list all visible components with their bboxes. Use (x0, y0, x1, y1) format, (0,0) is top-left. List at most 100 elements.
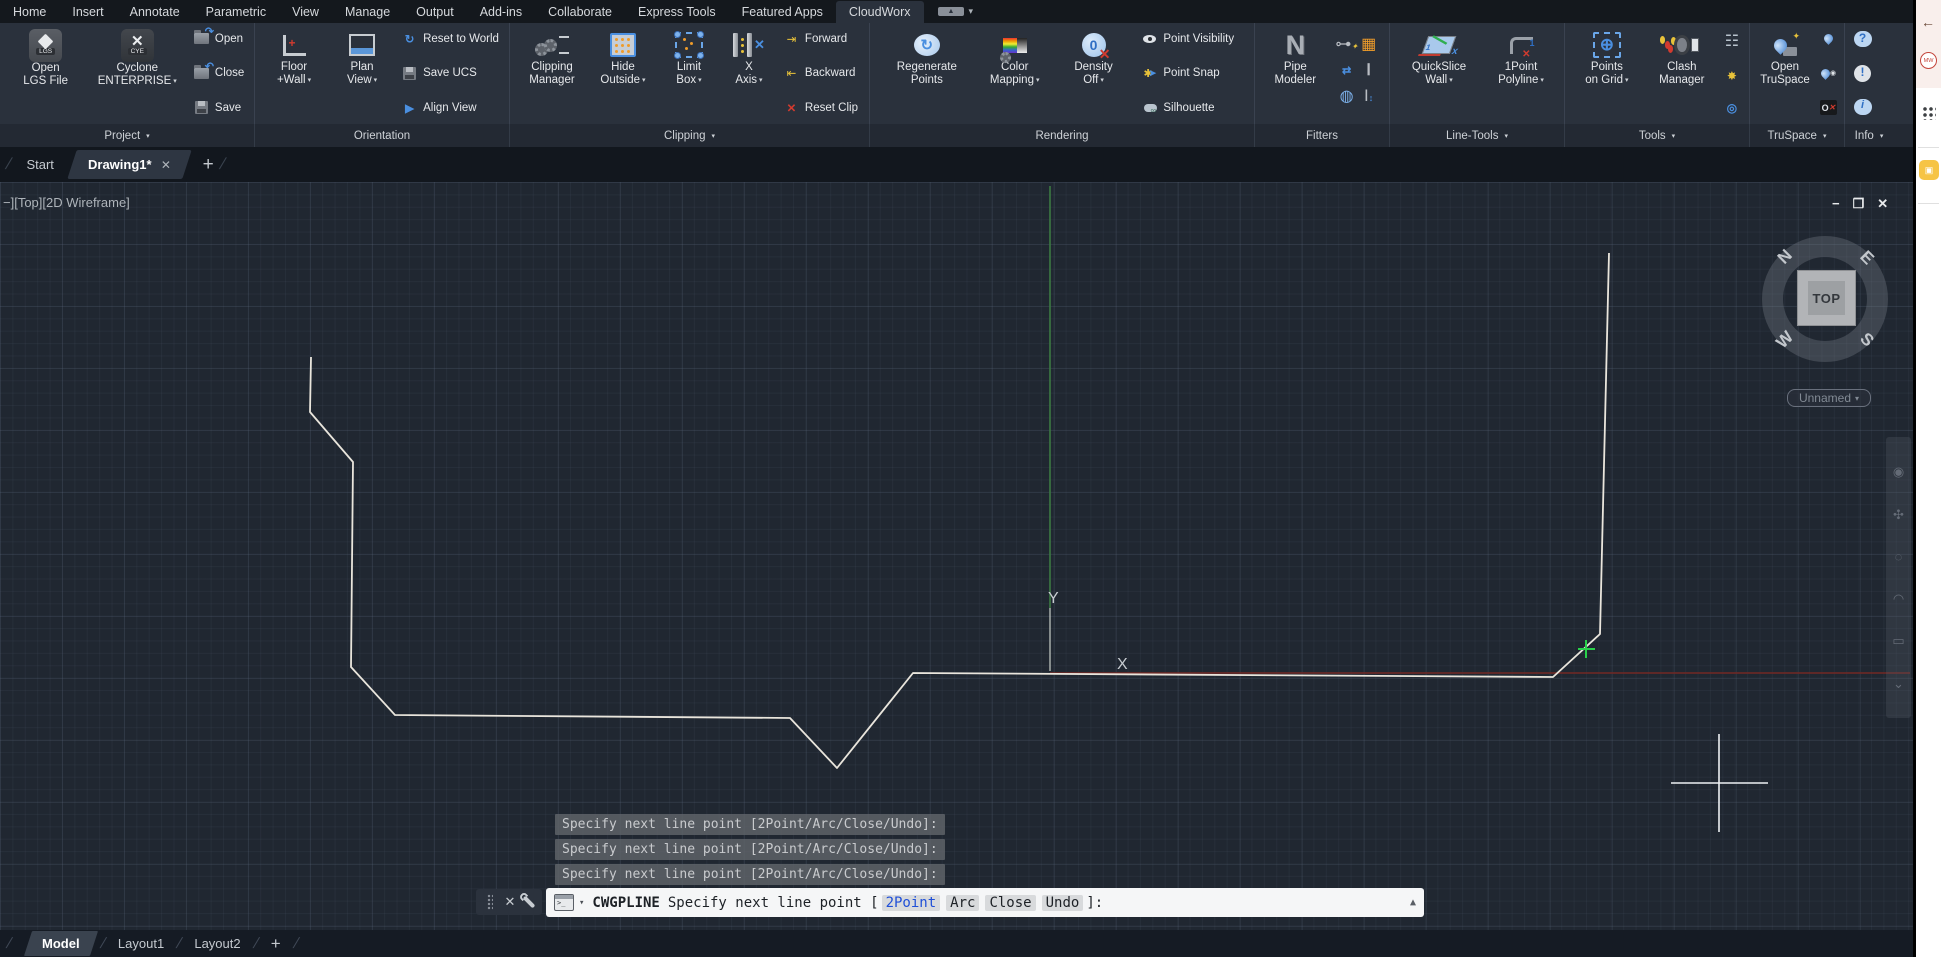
points-on-grid-button[interactable]: ⊕ Points on Grid ▾ (1575, 27, 1639, 87)
info-icon[interactable]: i (1853, 99, 1872, 115)
alert-icon[interactable]: ! (1854, 64, 1871, 82)
color-mapping-button[interactable]: Color Mapping ▾ (984, 27, 1046, 87)
drawing-viewport[interactable]: Y X −][Top][2D Wireframe] − ❐ ✕ N E W S … (0, 182, 1913, 930)
option-arc[interactable]: Arc (946, 894, 980, 911)
help-icon[interactable]: ? (1853, 31, 1872, 47)
menu-collaborate[interactable]: Collaborate (548, 4, 613, 19)
menu-view[interactable]: View (292, 4, 319, 19)
reset-to-world-button[interactable]: ↻ Reset to World (401, 31, 499, 46)
limit-box-button[interactable]: Limit Box ▾ (663, 27, 715, 87)
floor-wall-button[interactable]: + Floor +Wall ▾ (265, 27, 323, 87)
menu-cloudworx[interactable]: CloudWorx (835, 0, 924, 23)
truspace-off-icon[interactable]: O ✕ (1820, 100, 1837, 115)
target-eye-icon[interactable]: ◎ (1726, 101, 1738, 115)
apps-grid-icon[interactable] (1922, 106, 1936, 120)
cyclone-enterprise-button[interactable]: ✕ CYE Cyclone ENTERPRISE ▾ (91, 27, 183, 88)
silhouette-button[interactable]: ∞ Silhouette (1141, 100, 1234, 115)
new-layout-button[interactable]: + (270, 933, 281, 953)
menu-parametric[interactable]: Parametric (205, 4, 267, 19)
align-view-button[interactable]: ▶ Align View (401, 100, 499, 115)
point-snap-button[interactable]: ✱ ➤ Point Snap (1141, 66, 1234, 81)
tab-drawing1[interactable]: Drawing1* ✕ (67, 150, 192, 179)
viewcube[interactable]: N E W S TOP (1762, 236, 1888, 362)
traced-polyline[interactable] (309, 252, 1610, 769)
panel-label-clipping[interactable]: Clipping ▾ (510, 124, 870, 147)
regenerate-points-button[interactable]: ↻ Regenerate Points (890, 27, 964, 87)
one-point-polyline-button[interactable]: 1 ✕ 1Point Polyline ▾ (1488, 27, 1554, 87)
viewport-controls-label[interactable]: −][Top][2D Wireframe] (3, 195, 130, 210)
quickslice-wall-button[interactable]: 1 x QuickSlice Wall ▾ (1400, 27, 1478, 87)
close-icon[interactable]: ✕ (1877, 196, 1889, 211)
back-arrow-icon[interactable]: ← (1921, 14, 1935, 30)
menu-output[interactable]: Output (416, 4, 454, 19)
reset-clip-button[interactable]: ✕ Reset Clip (783, 100, 858, 115)
pin-eye-icon[interactable]: ◉ (1819, 66, 1837, 81)
plan-view-button[interactable]: Plan View ▾ (333, 27, 391, 87)
orbit-icon[interactable]: ◠ (1892, 591, 1905, 607)
valve-icon[interactable]: ⇄ (1342, 64, 1352, 77)
scene-table-icon[interactable]: ☷ (1724, 33, 1740, 50)
point-visibility-button[interactable]: Point Visibility (1141, 31, 1234, 46)
i-beam-icon[interactable]: Ⅰ (1366, 62, 1372, 79)
beam-height-icon[interactable]: Ⅰ↕ (1364, 88, 1374, 105)
pipe-modeler-button[interactable]: N Pipe Modeler (1274, 30, 1317, 87)
viewcube-top-face[interactable]: TOP (1797, 270, 1856, 326)
open-lgs-file-button[interactable]: LGS Open LGS File (10, 27, 82, 88)
tab-model[interactable]: Model (24, 931, 98, 956)
customize-wrench-icon[interactable] (522, 895, 536, 909)
avatar[interactable]: MW (1920, 52, 1937, 69)
menu-addins[interactable]: Add-ins (479, 4, 523, 19)
tab-start[interactable]: Start (26, 157, 54, 172)
option-close[interactable]: Close (985, 894, 1036, 911)
expand-history-icon[interactable]: ▲ (1409, 897, 1416, 908)
clip-forward-button[interactable]: ⇥ Forward (783, 31, 858, 46)
panel-label-truspace[interactable]: TruSpace ▾ (1750, 124, 1845, 147)
panel-label-line-tools[interactable]: Line-Tools ▾ (1390, 124, 1565, 147)
flange-icon[interactable]: ◍ (1339, 88, 1354, 105)
pin-path-icon[interactable] (1820, 31, 1837, 46)
x-axis-clip-button[interactable]: ✕ X Axis ▾ (726, 27, 772, 87)
menu-express-tools[interactable]: Express Tools (638, 4, 716, 19)
new-drawing-button[interactable]: + (202, 153, 214, 175)
zoom-icon[interactable]: ◌ (1894, 548, 1903, 564)
clipping-manager-button[interactable]: Clipping Manager (521, 27, 583, 87)
fullnavwheel-icon[interactable]: ◉ (1892, 464, 1905, 480)
named-view-dropdown[interactable]: Unnamed ▾ (1787, 389, 1871, 407)
clash-manager-button[interactable]: Clash Manager (1649, 27, 1715, 87)
navigation-bar[interactable]: ◉ ✣ ◌ ◠ ▭ ⌄ (1886, 437, 1911, 718)
minimize-icon[interactable]: − (1832, 196, 1840, 211)
navbar-more-icon[interactable]: ⌄ (1893, 675, 1904, 691)
menu-insert[interactable]: Insert (72, 4, 104, 19)
pipe-nozzle-icon[interactable]: ⊶✦ (1335, 36, 1359, 53)
gallery-app-icon[interactable]: ▣ (1919, 160, 1939, 180)
option-undo[interactable]: Undo (1041, 894, 1084, 911)
ribbon-collapse-button[interactable]: ▲ ▾ (937, 6, 973, 17)
command-input-bar[interactable]: ▾ CWGPLINE Specify next line point [ 2Po… (546, 888, 1424, 917)
recent-commands-icon[interactable]: ▾ (579, 897, 585, 908)
tab-layout2[interactable]: Layout2 (194, 936, 241, 951)
pan-hand-icon[interactable]: ✣ (1893, 506, 1904, 522)
open-button[interactable]: ↷ Open (193, 26, 244, 46)
panel-label-tools[interactable]: Tools ▾ (1565, 124, 1750, 147)
hide-outside-button[interactable]: Hide Outside ▾ (594, 27, 652, 87)
tab-layout1[interactable]: Layout1 (117, 936, 165, 951)
save-button[interactable]: Save (193, 100, 244, 115)
density-button[interactable]: 0 ✕ Density Off ▾ (1066, 27, 1122, 87)
panel-label-orientation[interactable]: Orientation (255, 124, 510, 147)
close-commandline-icon[interactable]: ✕ (504, 894, 516, 909)
menu-featured-apps[interactable]: Featured Apps (741, 4, 823, 19)
scene-light-icon[interactable]: ✸ (1726, 69, 1737, 83)
showmotion-icon[interactable]: ▭ (1892, 633, 1905, 649)
menu-home[interactable]: Home (13, 4, 47, 19)
panel-label-info[interactable]: Info ▾ (1854, 129, 1884, 142)
save-ucs-button[interactable]: Save UCS (401, 66, 499, 81)
open-truspace-button[interactable]: ✦ Open TruSpace (1760, 31, 1810, 86)
panel-label-rendering[interactable]: Rendering (870, 124, 1255, 147)
restore-icon[interactable]: ❐ (1852, 196, 1865, 211)
menu-annotate[interactable]: Annotate (129, 4, 180, 19)
close-button[interactable]: ↶ Close (193, 61, 244, 81)
close-tab-icon[interactable]: ✕ (160, 157, 171, 172)
panel-label-project[interactable]: Project ▾ (0, 124, 255, 147)
steel-plate-icon[interactable]: ▦ (1361, 36, 1377, 53)
drag-grip-icon[interactable] (487, 894, 494, 910)
